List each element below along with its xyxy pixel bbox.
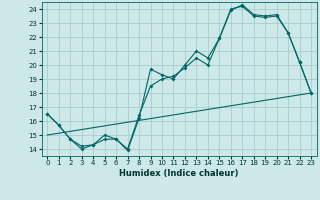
X-axis label: Humidex (Indice chaleur): Humidex (Indice chaleur) [119,169,239,178]
